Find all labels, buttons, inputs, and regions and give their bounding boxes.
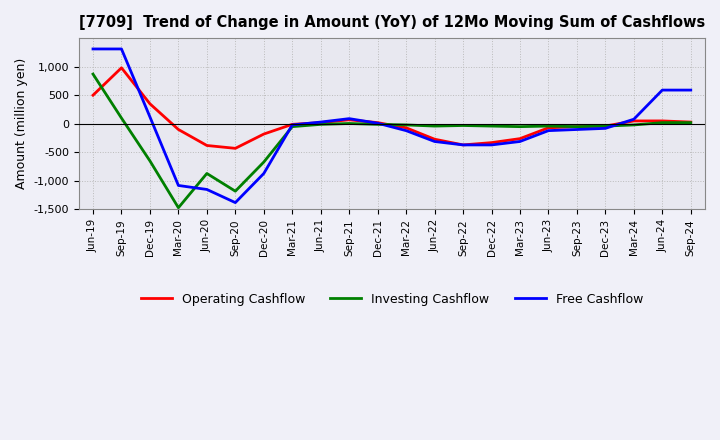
Operating Cashflow — [145, 101, 154, 106]
Operating Cashflow — [316, 120, 325, 125]
Operating Cashflow — [402, 125, 410, 130]
Free Cashflow — [658, 88, 667, 93]
Investing Cashflow — [259, 159, 268, 165]
Free Cashflow — [145, 114, 154, 120]
Operating Cashflow — [345, 117, 354, 122]
Investing Cashflow — [402, 122, 410, 128]
Free Cashflow — [117, 46, 126, 51]
Free Cashflow — [686, 88, 695, 93]
Free Cashflow — [345, 116, 354, 121]
Free Cashflow — [316, 119, 325, 125]
Investing Cashflow — [145, 158, 154, 164]
Operating Cashflow — [374, 120, 382, 125]
Operating Cashflow — [431, 136, 439, 142]
Investing Cashflow — [516, 124, 524, 129]
Investing Cashflow — [487, 124, 496, 129]
Free Cashflow — [288, 122, 297, 128]
Operating Cashflow — [259, 132, 268, 137]
Free Cashflow — [89, 46, 97, 51]
Investing Cashflow — [431, 124, 439, 129]
Free Cashflow — [601, 126, 610, 131]
Free Cashflow — [459, 142, 467, 147]
Investing Cashflow — [288, 124, 297, 129]
Line: Investing Cashflow: Investing Cashflow — [93, 74, 690, 208]
Free Cashflow — [174, 183, 183, 188]
Operating Cashflow — [629, 118, 638, 124]
Operating Cashflow — [89, 92, 97, 98]
Free Cashflow — [431, 139, 439, 144]
Legend: Operating Cashflow, Investing Cashflow, Free Cashflow: Operating Cashflow, Investing Cashflow, … — [135, 288, 648, 311]
Operating Cashflow — [288, 122, 297, 127]
Free Cashflow — [202, 187, 211, 192]
Title: [7709]  Trend of Change in Amount (YoY) of 12Mo Moving Sum of Cashflows: [7709] Trend of Change in Amount (YoY) o… — [78, 15, 705, 30]
Operating Cashflow — [459, 142, 467, 147]
Line: Operating Cashflow: Operating Cashflow — [93, 68, 690, 148]
Free Cashflow — [516, 139, 524, 144]
Y-axis label: Amount (million yen): Amount (million yen) — [15, 58, 28, 189]
Investing Cashflow — [629, 122, 638, 128]
Free Cashflow — [402, 128, 410, 133]
Investing Cashflow — [544, 124, 553, 129]
Investing Cashflow — [601, 124, 610, 129]
Line: Free Cashflow: Free Cashflow — [93, 49, 690, 202]
Investing Cashflow — [231, 188, 240, 194]
Investing Cashflow — [202, 171, 211, 176]
Investing Cashflow — [174, 205, 183, 210]
Free Cashflow — [487, 142, 496, 147]
Free Cashflow — [572, 127, 581, 132]
Free Cashflow — [629, 117, 638, 122]
Investing Cashflow — [572, 124, 581, 129]
Operating Cashflow — [572, 124, 581, 129]
Operating Cashflow — [686, 119, 695, 125]
Operating Cashflow — [544, 125, 553, 130]
Investing Cashflow — [374, 122, 382, 127]
Free Cashflow — [374, 121, 382, 126]
Free Cashflow — [231, 200, 240, 205]
Operating Cashflow — [231, 146, 240, 151]
Operating Cashflow — [516, 136, 524, 141]
Operating Cashflow — [658, 118, 667, 124]
Investing Cashflow — [345, 121, 354, 126]
Free Cashflow — [259, 171, 268, 176]
Investing Cashflow — [89, 71, 97, 77]
Operating Cashflow — [117, 65, 126, 70]
Investing Cashflow — [658, 120, 667, 125]
Investing Cashflow — [459, 123, 467, 128]
Investing Cashflow — [117, 115, 126, 121]
Operating Cashflow — [487, 140, 496, 145]
Operating Cashflow — [174, 127, 183, 132]
Investing Cashflow — [316, 122, 325, 127]
Operating Cashflow — [601, 124, 610, 129]
Investing Cashflow — [686, 120, 695, 125]
Operating Cashflow — [202, 143, 211, 148]
Free Cashflow — [544, 128, 553, 133]
